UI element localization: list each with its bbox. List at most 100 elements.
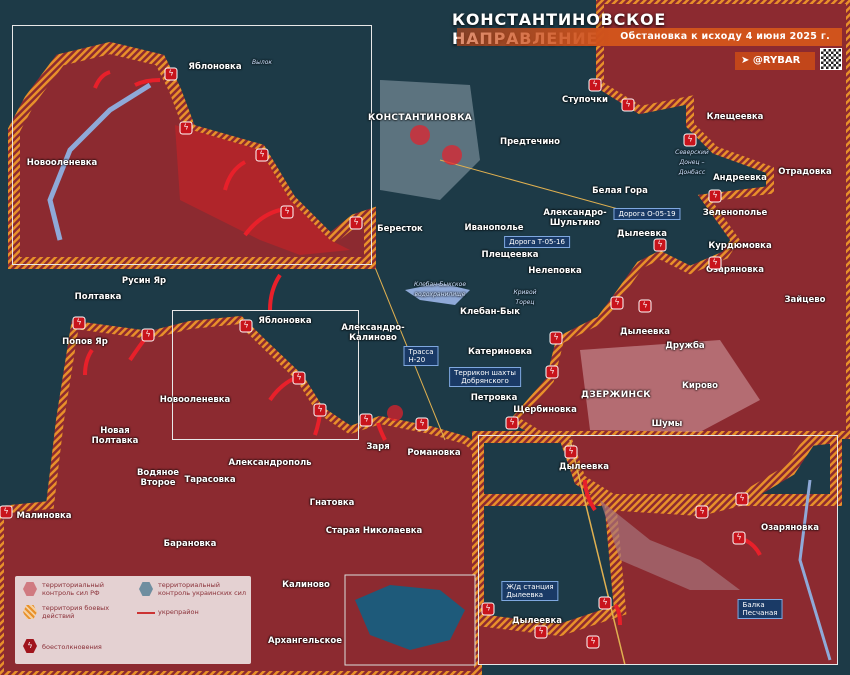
arrow	[744, 538, 762, 556]
legend-fort-line	[137, 612, 155, 614]
inset-label-balka: Балка Песчаная	[737, 599, 783, 619]
label-kryvyi-torets: Кривой Торец	[513, 289, 537, 306]
vylok-river	[47, 82, 152, 241]
arrow	[613, 603, 622, 626]
inset-label-river: Вылок	[252, 59, 272, 66]
strike-zarya	[387, 405, 403, 421]
label-konstantinovka: КОНСТАНТИНОВКА	[367, 113, 473, 123]
arrow	[223, 160, 247, 191]
label-zaitsevo: Зайцево	[784, 295, 826, 305]
brand-label: @RYBAR	[752, 55, 801, 66]
strike-markers	[387, 125, 462, 421]
label-dzerzhinsk: ДЗЕРЖИНСК	[581, 390, 651, 400]
rf-territory-east	[508, 0, 850, 439]
clash-icon: ϟ	[708, 189, 722, 203]
clash-icon: ϟ	[179, 121, 193, 135]
clash-icon: ϟ	[349, 216, 363, 230]
label-popov-yar: Попов Яр	[62, 337, 108, 347]
attack-arrows	[83, 70, 762, 626]
inset-label-novoolenevka: Новооленевка	[26, 158, 98, 168]
clash-icon: ϟ	[683, 133, 697, 147]
qr-code[interactable]	[820, 48, 842, 70]
clash-icon: ϟ	[292, 371, 306, 385]
label-tarasovka: Тарасовка	[184, 475, 236, 485]
label-baranovka: Барановка	[163, 539, 217, 549]
label-ivanopole: Иванополье	[464, 223, 524, 233]
legend-clash-label: боестолкновения	[42, 643, 102, 651]
clash-icon: ϟ	[545, 365, 559, 379]
arrow	[93, 70, 111, 89]
label-romanovka: Романовка	[407, 448, 461, 458]
label-berestok: Береcток	[377, 224, 423, 234]
label-novaya-poltavka: Новая Полтавка	[91, 426, 139, 446]
inset-road	[569, 439, 626, 666]
inset-label-yablonovka: Яблоновка	[188, 62, 242, 72]
clash-icon: ϟ	[72, 316, 86, 330]
label-reservoir: Клебан-Быкское водохранилище	[413, 281, 467, 298]
legend-fort-label: укрепрайон	[158, 608, 199, 616]
inset-label-station: Ж/д станция Дылеевка	[501, 581, 559, 601]
legend-ua-swatch	[139, 582, 153, 596]
inset-bottom-frame	[478, 435, 838, 665]
clash-icon: ϟ	[588, 78, 602, 92]
label-shumy: Шумы	[651, 419, 683, 429]
label-rusin-yar: Русин Яр	[121, 276, 167, 286]
label-predtechino: Предтечино	[499, 137, 561, 147]
label-andreevka: Андреевка	[713, 173, 767, 183]
clash-icon: ϟ	[164, 67, 178, 81]
clash-icon: ϟ	[141, 328, 155, 342]
label-malinovka: Малиновка	[16, 511, 72, 521]
clash-icon: ϟ	[564, 445, 578, 459]
clash-icon: ϟ	[653, 238, 667, 252]
label-aleksandropol: Александрополь	[228, 458, 312, 468]
road-label-t0516: Дорога Т-05-16	[504, 236, 570, 248]
inset-label-ozaryanovka: Озаряновка	[760, 523, 820, 533]
clash-icon: ϟ	[735, 492, 749, 506]
header: КОНСТАНТИНОВСКОЕ НАПРАВЛЕНИЕ Обстановка …	[452, 0, 850, 78]
label-al-kalinovo: Александро- Калиново	[341, 323, 405, 343]
canal-line	[798, 479, 832, 661]
clash-icon: ϟ	[586, 635, 600, 649]
label-pleshcheevka: Плещеевка	[481, 250, 539, 260]
clash-icon: ϟ	[534, 625, 548, 639]
konstantinovka-urban	[380, 80, 480, 200]
label-novoolenevka: Новооленевка	[159, 395, 231, 405]
clash-icon: ϟ	[255, 148, 269, 162]
clash-icon: ϟ	[549, 331, 563, 345]
label-belaya-gora: Белая Гора	[592, 186, 648, 196]
legend-clash-icon: ϟ	[23, 639, 37, 653]
brand-badge[interactable]: ➤ @RYBAR	[735, 52, 815, 70]
inset-top-advance	[175, 125, 350, 255]
label-druzhba: Дружба	[665, 341, 705, 351]
clash-icon: ϟ	[598, 596, 612, 610]
label-yablonovka: Яблоновка	[258, 316, 312, 326]
strike-konstantinovka-2	[442, 145, 462, 165]
inset-label-dyleevka-south: Дылеевка	[512, 616, 562, 626]
reservoir	[405, 283, 470, 305]
clash-icon: ϟ	[359, 413, 373, 427]
arrow	[243, 208, 281, 237]
label-canal: Северский Донец – Донбасс	[675, 149, 709, 176]
subtitle-bar: Обстановка к исходу 4 июня 2025 г.	[457, 28, 842, 46]
label-poltavka: Полтавка	[74, 292, 122, 302]
arrow	[268, 273, 282, 311]
label-al-shultino: Александро- Шультино	[543, 208, 607, 228]
clash-icon: ϟ	[621, 98, 635, 112]
label-nelepovka: Нелеповка	[528, 266, 582, 276]
dzerzhinsk-urban	[580, 340, 760, 432]
clash-icon: ϟ	[732, 531, 746, 545]
label-zarya: Заря	[366, 442, 390, 452]
legend: территориальный контроль сил РФ территор…	[15, 576, 251, 664]
clash-icon: ϟ	[638, 299, 652, 313]
clash-icon: ϟ	[239, 319, 253, 333]
arrow	[83, 348, 94, 376]
legend-combat-swatch	[23, 605, 37, 619]
label-kleshcheevka: Клещеевка	[706, 112, 764, 122]
legend-rf-label: территориальный контроль сил РФ	[42, 581, 104, 597]
clash-icon: ϟ	[610, 296, 624, 310]
clash-icon: ϟ	[481, 602, 495, 616]
label-staraya-nikolaevka: Старая Николаевка	[325, 526, 423, 536]
label-katerinovka: Катериновка	[467, 347, 533, 357]
clash-icon: ϟ	[313, 403, 327, 417]
